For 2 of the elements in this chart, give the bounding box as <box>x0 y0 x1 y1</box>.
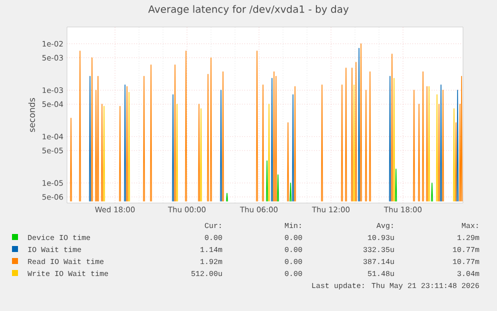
y-axis-title: seconds <box>28 98 35 132</box>
chart-title: Average latency for /dev/xvda1 - by day <box>148 5 349 15</box>
